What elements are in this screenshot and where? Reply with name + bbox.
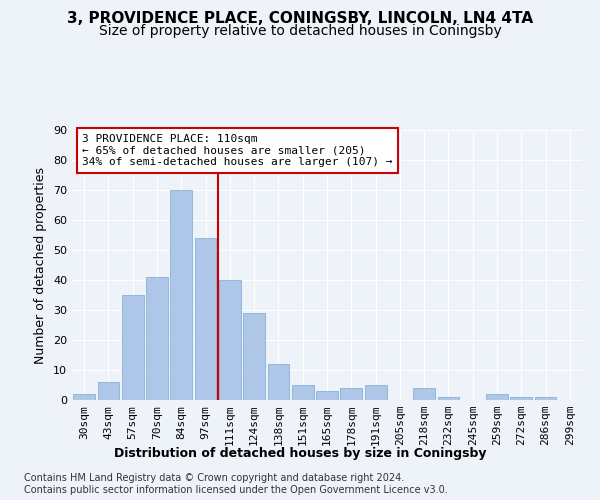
Bar	[437, 397, 460, 400]
Text: Size of property relative to detached houses in Coningsby: Size of property relative to detached ho…	[98, 24, 502, 38]
Bar	[292, 385, 314, 400]
Bar	[365, 385, 386, 400]
Text: 3, PROVIDENCE PLACE, CONINGSBY, LINCOLN, LN4 4TA: 3, PROVIDENCE PLACE, CONINGSBY, LINCOLN,…	[67, 11, 533, 26]
Bar	[170, 190, 192, 400]
Bar	[486, 394, 508, 400]
Bar	[268, 364, 289, 400]
Bar	[316, 391, 338, 400]
Bar	[340, 388, 362, 400]
Bar	[243, 313, 265, 400]
Bar	[97, 382, 119, 400]
Bar	[511, 397, 532, 400]
Text: Distribution of detached houses by size in Coningsby: Distribution of detached houses by size …	[114, 448, 486, 460]
Bar	[73, 394, 95, 400]
Bar	[146, 277, 168, 400]
Y-axis label: Number of detached properties: Number of detached properties	[34, 166, 47, 364]
Bar	[122, 295, 143, 400]
Bar	[413, 388, 435, 400]
Bar	[219, 280, 241, 400]
Text: Contains HM Land Registry data © Crown copyright and database right 2024.
Contai: Contains HM Land Registry data © Crown c…	[24, 474, 448, 495]
Text: 3 PROVIDENCE PLACE: 110sqm
← 65% of detached houses are smaller (205)
34% of sem: 3 PROVIDENCE PLACE: 110sqm ← 65% of deta…	[82, 134, 392, 167]
Bar	[194, 238, 217, 400]
Bar	[535, 397, 556, 400]
